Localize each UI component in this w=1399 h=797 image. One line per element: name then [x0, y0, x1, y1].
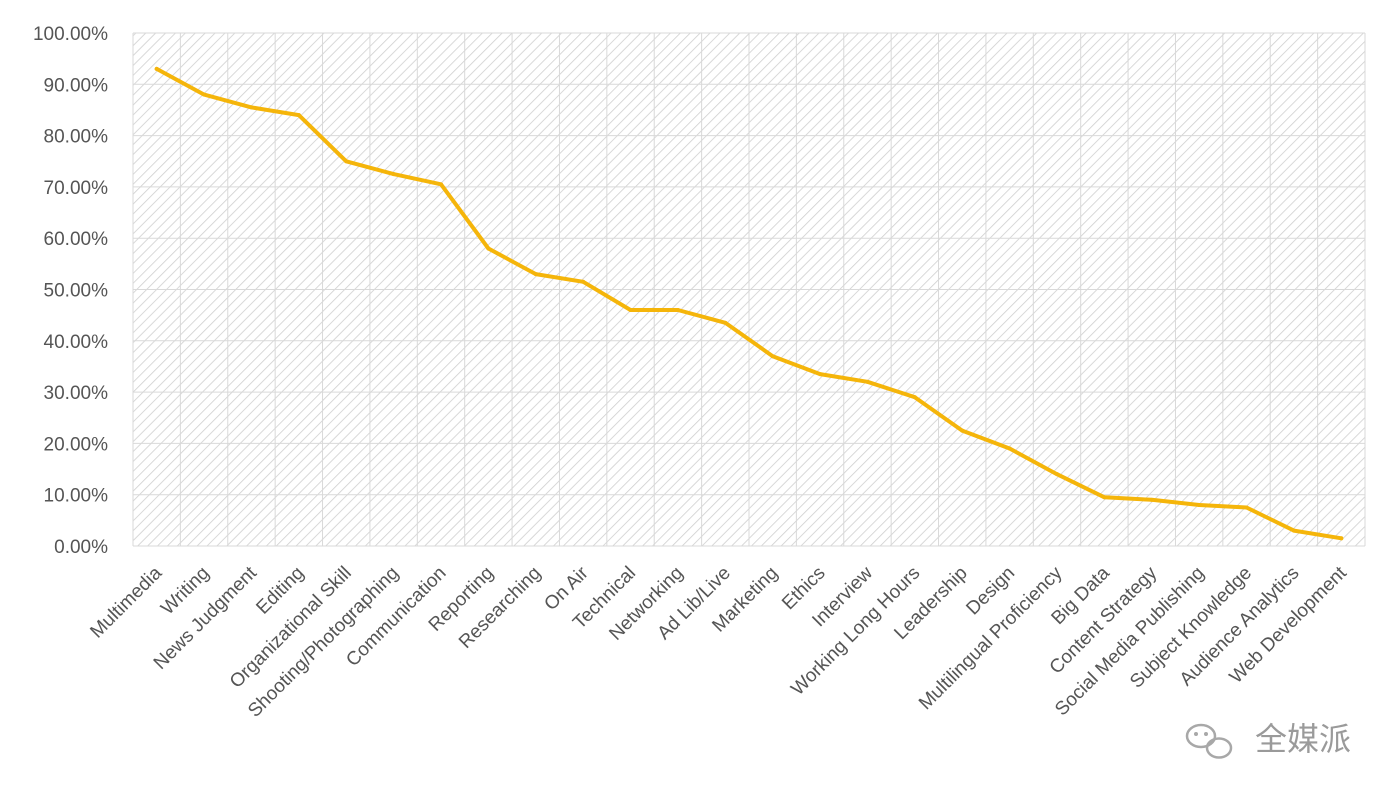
y-tick-label: 70.00% — [44, 178, 109, 199]
data-point — [912, 395, 917, 400]
data-point — [770, 354, 775, 359]
data-point — [296, 113, 301, 118]
series-group — [154, 66, 1344, 541]
data-point — [1197, 502, 1202, 507]
y-tick-label: 30.00% — [44, 383, 109, 404]
data-point — [344, 159, 349, 164]
data-point — [249, 105, 254, 110]
data-point — [581, 279, 586, 284]
data-point — [1244, 505, 1249, 510]
data-point — [391, 172, 396, 177]
y-tick-label: 100.00% — [33, 24, 108, 45]
data-point — [818, 372, 823, 377]
data-point — [960, 428, 965, 433]
data-point — [723, 320, 728, 325]
data-point — [154, 66, 159, 71]
data-point — [439, 182, 443, 187]
data-point — [1339, 536, 1344, 541]
y-tick-label: 40.00% — [44, 332, 109, 353]
data-point — [533, 272, 538, 277]
data-point — [486, 246, 491, 251]
data-point — [865, 379, 870, 384]
y-tick-label: 60.00% — [44, 229, 109, 250]
y-tick-label: 90.00% — [44, 75, 109, 96]
data-point — [675, 308, 680, 313]
y-tick-label: 10.00% — [44, 486, 109, 507]
data-point — [1007, 446, 1012, 451]
watermark-text: 全媒派 — [1255, 720, 1351, 758]
y-axis: 0.00% 10.00% 20.00% 30.00% 40.00% 50.00% 60.00… — [33, 24, 108, 558]
series-line — [154, 66, 1344, 541]
y-tick-label: 50.00% — [44, 281, 109, 302]
data-point — [1291, 528, 1296, 533]
data-point — [1149, 497, 1154, 502]
x-tick-label: Multimedia — [86, 562, 166, 642]
y-tick-label: 0.00% — [54, 537, 108, 558]
data-point — [1055, 472, 1059, 477]
data-point — [628, 308, 633, 313]
wechat-icon — [1185, 723, 1233, 759]
data-point — [202, 92, 207, 97]
y-tick-label: 20.00% — [44, 434, 109, 455]
y-tick-label: 80.00% — [44, 127, 109, 148]
gridlines — [132, 32, 1366, 547]
watermark: 全媒派 — [1185, 720, 1351, 759]
data-point — [1102, 495, 1107, 500]
